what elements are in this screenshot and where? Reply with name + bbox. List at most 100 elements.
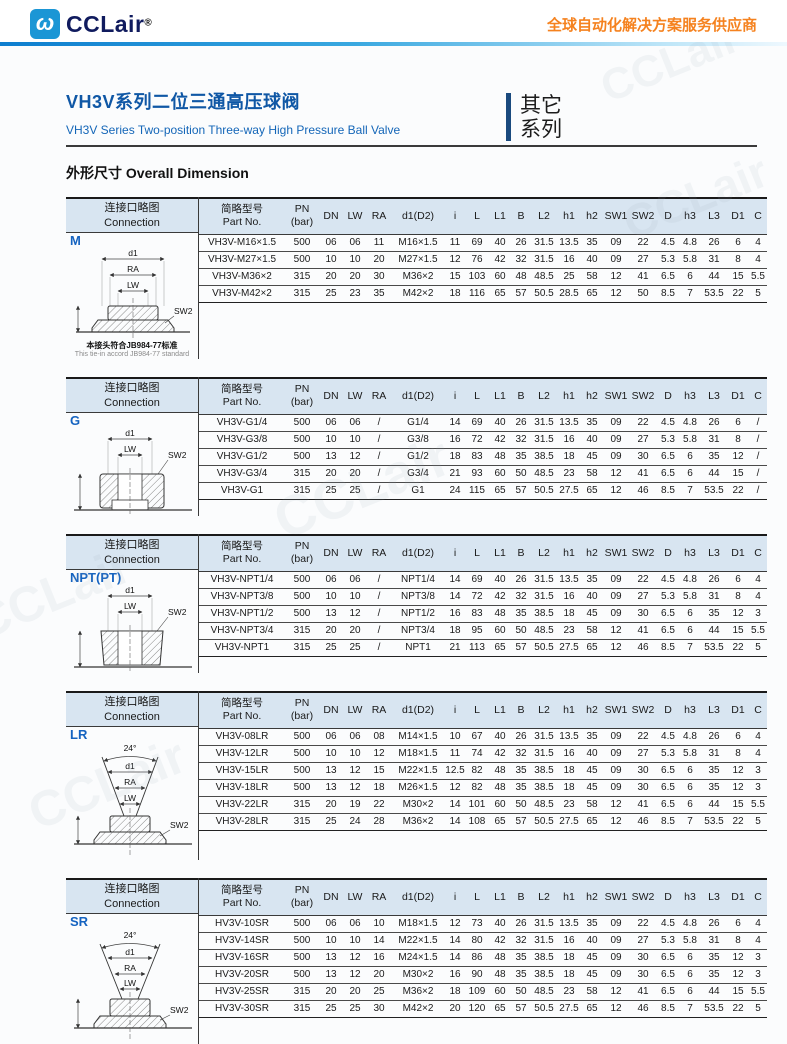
value-cell: 12 xyxy=(445,779,465,797)
value-cell: 18 xyxy=(449,288,461,299)
value-cell: 16 xyxy=(445,431,465,449)
column-header: h3 xyxy=(679,879,701,916)
value-cell: 18 xyxy=(557,605,581,623)
part-no-cell: VH3V-NPT1/2 xyxy=(199,605,285,623)
value-cell: 25 xyxy=(349,1003,361,1015)
column-header: L1 xyxy=(489,692,511,729)
value-cell: 57 xyxy=(515,288,527,299)
value-cell: 09 xyxy=(603,251,629,269)
value-cell: M22×1.5 xyxy=(391,932,445,950)
table-row: VH3V-22LR 315 20 19 22 M30×2 14 101 60 50 48.5 23 58… xyxy=(199,796,767,814)
header-row: 简略型号 Part No. PN (bar) DN LW RA d1(D2) i L L1 B L2… xyxy=(199,692,767,729)
value-cell: 6.5 xyxy=(657,983,679,1001)
connection-header-zh: 连接口略图 xyxy=(104,883,160,896)
column-header: RA xyxy=(367,879,391,916)
value-cell: 6.5 xyxy=(657,268,679,286)
value-cell: 108 xyxy=(468,816,486,828)
column-header: h1 xyxy=(557,198,581,235)
column-header: PN (bar) xyxy=(285,879,319,916)
value-cell: 45 xyxy=(581,949,603,967)
value-cell: 8 xyxy=(727,431,749,449)
value-cell: M27×1.5 xyxy=(391,251,445,269)
value-cell: 35 xyxy=(701,448,727,466)
value-cell: 4 xyxy=(749,234,767,252)
column-header: i xyxy=(445,535,465,572)
value-cell: M18×1.5 xyxy=(391,745,445,763)
part-no-cell: HV3V-20SR xyxy=(199,966,285,984)
logo-glyph: ω xyxy=(35,9,55,35)
column-header: 简略型号 Part No. xyxy=(199,692,285,729)
value-cell: 35 xyxy=(701,762,727,780)
value-cell: 12 xyxy=(343,448,367,466)
value-cell: 6 xyxy=(679,779,701,797)
value-cell: 23 xyxy=(557,983,581,1001)
page-title-en: VH3V Series Two-position Three-way High … xyxy=(66,123,401,137)
value-cell: G1 xyxy=(411,485,425,497)
value-cell: 28 xyxy=(373,816,385,828)
column-header: h1 xyxy=(557,879,581,916)
value-cell: 38.5 xyxy=(531,779,557,797)
value-cell: / xyxy=(367,588,391,606)
value-cell: 82 xyxy=(465,779,489,797)
value-cell: 7 xyxy=(687,642,693,654)
value-cell: M16×1.5 xyxy=(391,234,445,252)
value-cell: 6 xyxy=(679,605,701,623)
value-cell: 40 xyxy=(489,414,511,432)
value-cell: 82 xyxy=(465,762,489,780)
dimension-table-lr: 简略型号 Part No. PN (bar) DN LW RA d1(D2) i L L1 B L2… xyxy=(199,691,767,831)
value-cell: 53.5 xyxy=(704,485,724,497)
value-cell: 5.8 xyxy=(679,932,701,950)
value-cell: 46 xyxy=(637,485,649,497)
column-header: h3 xyxy=(679,535,701,572)
svg-text:d1: d1 xyxy=(125,585,135,595)
value-cell: 41 xyxy=(629,622,657,640)
part-no-cell: VH3V-22LR xyxy=(199,796,285,814)
value-cell: 6.5 xyxy=(657,949,679,967)
value-cell: M36×2 xyxy=(402,816,434,828)
part-no-cell: HV3V-30SR xyxy=(215,1003,269,1015)
value-cell: 10 xyxy=(343,745,367,763)
value-cell: 53.5 xyxy=(704,288,724,299)
header-row: 简略型号 Part No. PN (bar) DN LW RA d1(D2) i L L1 B L2… xyxy=(199,378,767,415)
value-cell: NPT3/8 xyxy=(391,588,445,606)
part-no-cell: VH3V-18LR xyxy=(199,779,285,797)
column-header: 简略型号 Part No. xyxy=(199,879,285,916)
column-header: B xyxy=(511,378,531,415)
cclair-logo: ω CCLair® xyxy=(30,9,152,39)
svg-text:LW: LW xyxy=(124,978,136,988)
value-cell: 10 xyxy=(319,745,343,763)
value-cell: 27 xyxy=(629,588,657,606)
value-cell: 57 xyxy=(515,642,527,654)
value-cell: M18×1.5 xyxy=(391,915,445,933)
column-header: L2 xyxy=(531,378,557,415)
value-cell: 6 xyxy=(679,448,701,466)
value-cell: M26×1.5 xyxy=(391,779,445,797)
value-cell: 22 xyxy=(629,414,657,432)
value-cell: 46 xyxy=(637,816,649,828)
part-no-cell: VH3V-NPT3/4 xyxy=(199,622,285,640)
value-cell: 09 xyxy=(603,966,629,984)
value-cell: 42 xyxy=(489,932,511,950)
value-cell: 44 xyxy=(701,796,727,814)
value-cell: 06 xyxy=(343,234,367,252)
table-row: VH3V-18LR 500 13 12 18 M26×1.5 12 82 48 35 38.5 18 4… xyxy=(199,779,767,797)
value-cell: 26 xyxy=(511,571,531,589)
value-cell: 69 xyxy=(465,234,489,252)
value-cell: 06 xyxy=(343,571,367,589)
connection-column-npt: 连接口略图 Connection NPT(PT) d1 LW SW2 xyxy=(66,534,199,674)
value-cell: 12 xyxy=(610,288,622,299)
value-cell: 8 xyxy=(727,932,749,950)
value-cell: 16 xyxy=(557,588,581,606)
page-header: ω CCLair® 全球自动化解决方案服务供应商 xyxy=(0,0,787,42)
value-cell: 57 xyxy=(515,485,527,497)
value-cell: 23 xyxy=(557,465,581,483)
column-header: h1 xyxy=(557,535,581,572)
value-cell: 46 xyxy=(637,1003,649,1015)
column-header: SW2 xyxy=(629,378,657,415)
svg-text:d1: d1 xyxy=(125,761,135,771)
value-cell: 57 xyxy=(515,816,527,828)
value-cell: 116 xyxy=(469,288,485,299)
value-cell: 14 xyxy=(449,816,461,828)
value-cell: 13 xyxy=(319,605,343,623)
value-cell: 12 xyxy=(603,268,629,286)
